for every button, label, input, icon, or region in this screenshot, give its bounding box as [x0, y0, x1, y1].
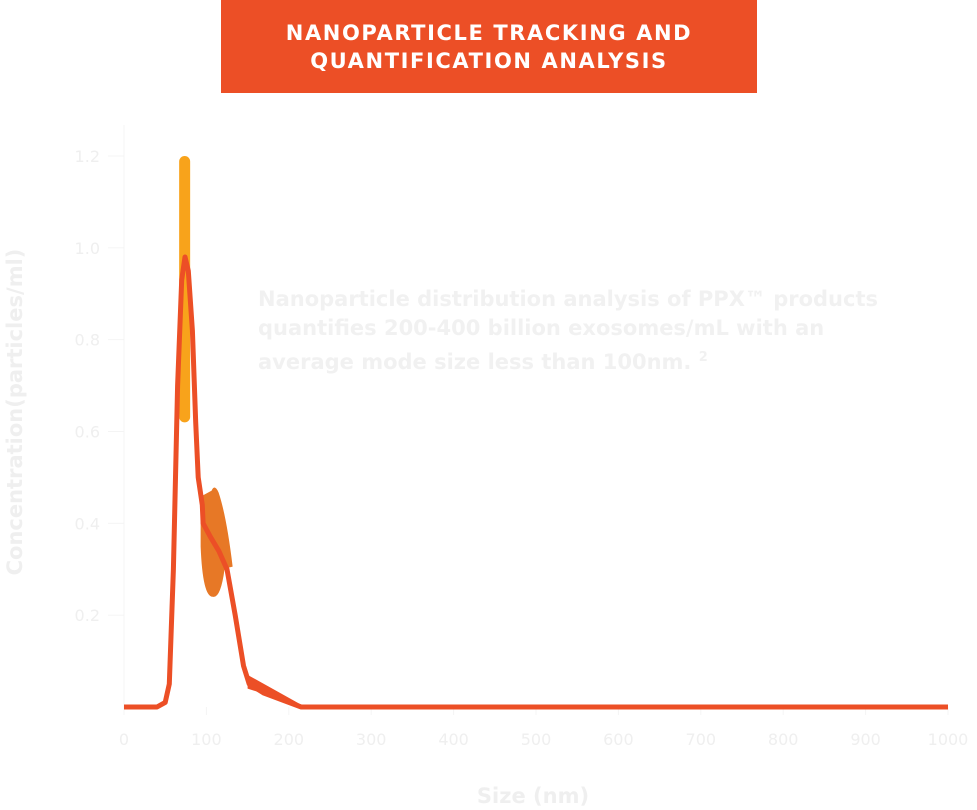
- y-tick-label: 1.2: [75, 147, 100, 166]
- x-tick-label: 200: [274, 730, 305, 749]
- title-line-2: QUANTIFICATION ANALYSIS: [310, 48, 668, 73]
- annotation-text: Nanoparticle distribution analysis of PP…: [258, 285, 918, 377]
- error-region-shoulder: [200, 487, 233, 597]
- error-region-peak: [179, 156, 191, 423]
- x-tick-label: 900: [850, 730, 881, 749]
- y-tick-label: 0.4: [75, 514, 100, 533]
- x-tick-label: 1000: [928, 730, 969, 749]
- x-tick-label: 800: [768, 730, 799, 749]
- title-line-1: NANOPARTICLE TRACKING AND: [285, 20, 693, 45]
- x-axis-label: Size (nm): [477, 784, 589, 808]
- series-line: [124, 254, 948, 710]
- annotation-superscript: 2: [698, 350, 708, 365]
- y-tick-label: 0.2: [75, 606, 100, 625]
- y-tick-label: 0.6: [75, 423, 100, 442]
- y-tick-label: 1.0: [75, 239, 100, 258]
- x-tick-label: 700: [686, 730, 717, 749]
- x-tick-label: 400: [438, 730, 469, 749]
- x-tick-label: 600: [603, 730, 634, 749]
- title-banner: NANOPARTICLE TRACKING AND QUANTIFICATION…: [221, 0, 757, 93]
- x-tick-label: 0: [119, 730, 129, 749]
- x-tick-label: 300: [356, 730, 387, 749]
- x-tick-label: 500: [521, 730, 552, 749]
- y-tick-label: 0.8: [75, 331, 100, 350]
- error-region-tail: [247, 674, 306, 707]
- annotation-body: Nanoparticle distribution analysis of PP…: [258, 287, 878, 374]
- x-tick-label: 100: [191, 730, 222, 749]
- y-axis-label: Concentration(particles/ml): [3, 249, 27, 576]
